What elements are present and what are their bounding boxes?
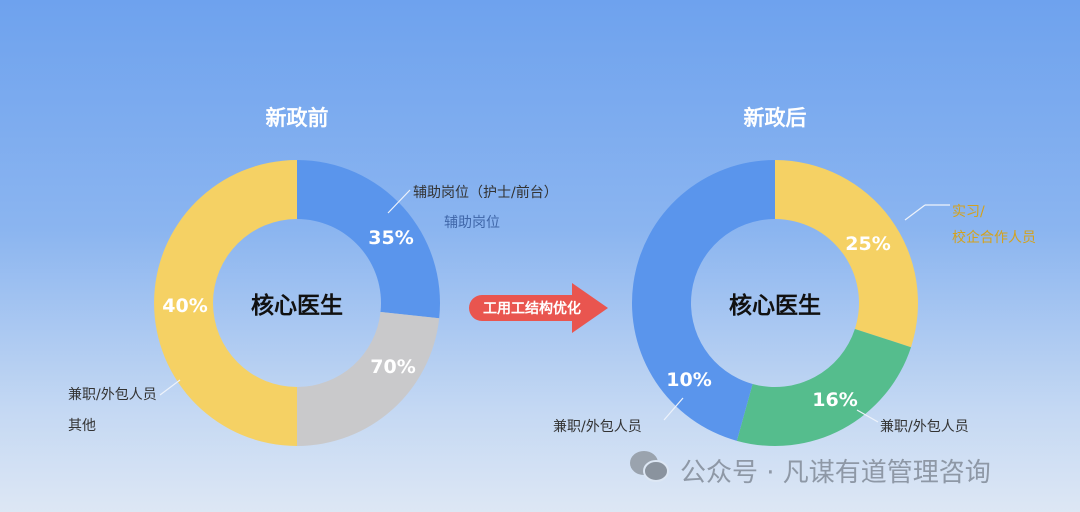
annotation: 其他 [68, 418, 96, 434]
chart-title-after: 新政后 [743, 106, 807, 130]
leader-line [663, 397, 684, 421]
donut-slice [297, 160, 441, 319]
slice-label: 35% [368, 227, 414, 249]
annotation: 兼职/外包人员 [553, 419, 642, 435]
center-label-after: 核心医生 [729, 293, 821, 319]
donut-slice [775, 160, 918, 348]
leader-line [159, 379, 181, 396]
annotation: 实习/ [952, 204, 985, 220]
arrow-icon [469, 283, 608, 333]
annotation: 校企合作人员 [952, 230, 1036, 246]
wechat-icon [630, 451, 669, 482]
slice-label: 10% [666, 369, 712, 391]
slice-label: 70% [370, 356, 416, 378]
donut-slice [297, 311, 440, 446]
annotation: 兼职/外包人员 [880, 419, 969, 435]
annotation: 辅助岗位（护士/前台） [413, 185, 558, 201]
watermark: 公众号 · 凡谋有道管理咨询 [680, 458, 991, 488]
annotation: 兼职/外包人员 [68, 387, 157, 403]
center-label-before: 核心医生 [251, 293, 343, 319]
leader-line [387, 189, 411, 214]
annotation: 辅助岗位 [444, 215, 500, 231]
arrow-label: 工用工结构优化 [483, 301, 581, 317]
donut-slice [736, 328, 912, 446]
donut-slice [154, 160, 297, 446]
slice-label: 40% [162, 295, 208, 317]
leader-line [904, 204, 926, 221]
slice-label: 25% [845, 233, 891, 255]
slice-label: 16% [812, 389, 858, 411]
chart-title-before: 新政前 [265, 106, 329, 130]
leader-line [856, 409, 879, 423]
donut-slice [631, 160, 775, 441]
